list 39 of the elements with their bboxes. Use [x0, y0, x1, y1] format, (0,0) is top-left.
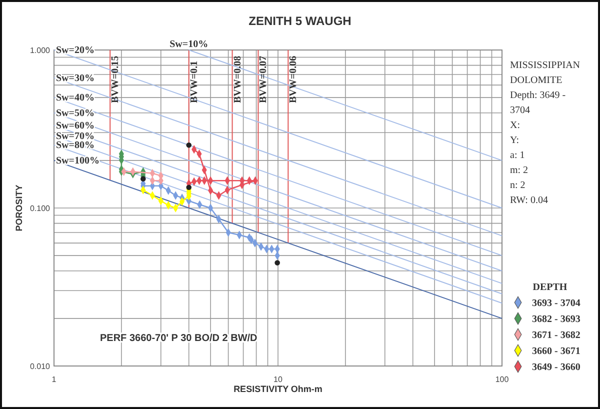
text: BVW=0.07: [258, 56, 270, 103]
text: 3704: [510, 105, 530, 116]
x-axis-title: RESISTIVITY Ohm-m: [234, 384, 322, 394]
text: n: 2: [510, 180, 526, 191]
text: RW: 0.04: [510, 195, 548, 206]
y-tick-label: 0.100: [30, 204, 51, 213]
text: BVW=0.1: [188, 60, 200, 103]
legend-title: DEPTH: [532, 282, 568, 293]
series-label: Sw=80%: [56, 140, 94, 152]
legend-label: 3671 - 3682: [532, 330, 580, 341]
text: DOLOMITE: [510, 75, 562, 86]
chart-title: ZENITH 5 WAUGH: [248, 14, 352, 28]
series-label: Sw=30%: [56, 72, 94, 84]
text: BVW=0.15: [110, 56, 122, 103]
y-tick-label: 1.000: [30, 46, 51, 55]
series-label: Sw=10%: [170, 39, 208, 50]
x-tick-label: 100: [495, 375, 510, 384]
series-label: Sw=40%: [56, 92, 94, 104]
text: a: 1: [510, 150, 525, 161]
text: Y:: [510, 135, 520, 146]
legend-label: 3693 - 3704: [532, 298, 580, 309]
series-label: Sw=60%: [56, 120, 94, 132]
x-tick-label: 10: [274, 375, 283, 384]
y-axis-title: POROSITY: [14, 184, 24, 232]
text: MISSISSIPPIAN: [510, 60, 580, 71]
text: Depth: 3649 -: [510, 90, 566, 101]
series-label: Sw=100%: [56, 155, 100, 166]
legend-label: 3660 - 3671: [532, 346, 580, 357]
legend-label: 3649 - 3660: [532, 362, 580, 373]
text: X:: [510, 120, 520, 131]
text: BVW=0.08: [232, 56, 244, 103]
legend-label: 3682 - 3693: [532, 314, 580, 325]
series-label: Sw=50%: [56, 108, 94, 119]
annotation: PERF 3660-70' P 30 BO/D 2 BW/D: [100, 333, 258, 344]
text: BVW=0.06: [288, 56, 300, 103]
text: m: 2: [510, 165, 528, 176]
series-label: Sw=70%: [56, 130, 94, 142]
x-tick-label: 1: [52, 375, 57, 384]
y-tick-label: 0.010: [30, 362, 51, 371]
